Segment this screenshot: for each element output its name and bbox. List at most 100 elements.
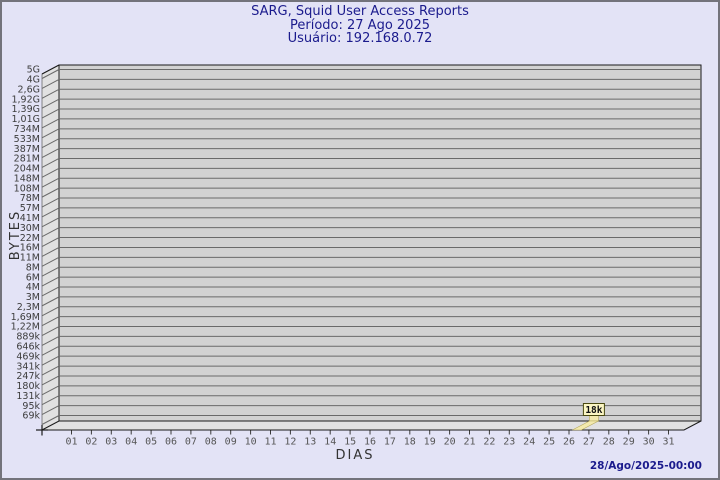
x-tick-label: 17	[384, 437, 396, 448]
y-tick-label: 1,92G	[11, 94, 40, 105]
gridline-wall-segment	[41, 197, 60, 208]
gridline-wall-segment	[41, 69, 60, 79]
x-tick-label: 13	[304, 437, 316, 448]
gridline-wall-segment	[41, 138, 60, 149]
gridline-wall-segment	[41, 296, 60, 307]
x-tick-label: 29	[623, 437, 635, 448]
y-tick-label: 4G	[27, 75, 40, 86]
gridline-wall-segment	[41, 355, 60, 366]
gridline-wall-segment	[41, 345, 60, 356]
y-tick-label: 341k	[16, 361, 40, 372]
x-tick-label: 24	[523, 437, 535, 448]
x-tick-label: 20	[444, 437, 456, 448]
x-tick-label: 07	[185, 437, 197, 448]
y-tick-label: 8M	[26, 262, 40, 273]
y-tick-label: 131k	[16, 391, 40, 402]
gridline-wall-segment	[41, 326, 60, 336]
y-tick-label: 1,22M	[11, 322, 40, 333]
gridline-wall-segment	[41, 227, 60, 238]
y-tick-label: 469k	[16, 351, 40, 362]
y-tick-label: 69k	[22, 411, 40, 422]
y-tick-label: 78M	[20, 193, 40, 204]
y-tick-label: 5G	[27, 65, 40, 76]
x-tick-label: 11	[264, 437, 276, 448]
report-period: Período: 27 Ago 2025	[290, 17, 430, 33]
generation-timestamp: 28/Ago/2025-00:00	[589, 460, 702, 472]
gridline-wall-segment	[41, 335, 60, 346]
y-tick-label: 247k	[16, 371, 40, 382]
x-axis-title: DIAS	[335, 448, 375, 463]
gridline-wall-segment	[41, 276, 60, 287]
y-tick-label: 30M	[20, 223, 40, 234]
y-tick-label: 1,69M	[11, 312, 40, 323]
x-tick-label: 05	[145, 437, 157, 448]
y-tick-label: 11M	[20, 253, 40, 264]
gridline-wall-segment	[41, 385, 60, 396]
gridline-wall-segment	[41, 187, 60, 198]
y-tick-label: 41M	[20, 213, 40, 224]
bar-value-box	[582, 403, 605, 416]
x-tick-label: 23	[503, 437, 515, 448]
x-tick-label: 09	[225, 437, 237, 448]
x-tick-label: 16	[364, 437, 376, 448]
x-tick-label: 04	[125, 437, 137, 448]
gridline-wall-segment	[41, 316, 60, 327]
x-tick-label: 28	[603, 437, 615, 448]
report-title: SARG, Squid User Access Reports	[251, 4, 469, 19]
x-tick-label: 15	[344, 437, 356, 448]
y-tick-label: 57M	[20, 203, 40, 214]
gridline-wall-segment	[41, 256, 60, 267]
x-tick-label: 02	[85, 437, 97, 448]
x-tick-label: 01	[65, 437, 77, 448]
y-tick-label: 6M	[26, 272, 40, 283]
plot-area	[58, 64, 702, 422]
y-tick-label: 533M	[14, 134, 40, 145]
gridline-wall-segment	[41, 306, 60, 317]
gridline-wall-segment	[41, 158, 60, 168]
y-tick-label: 646k	[16, 342, 40, 353]
x-tick-label: 31	[662, 437, 674, 448]
gridline-wall-segment	[41, 118, 60, 129]
x-tick-label: 12	[284, 437, 296, 448]
bar-depth-face	[572, 420, 599, 431]
gridline-wall-segment	[41, 78, 60, 89]
x-tick-label: 19	[424, 437, 436, 448]
y-tick-label: 108M	[14, 183, 40, 194]
gridline-wall-segment	[41, 286, 60, 297]
x-tick-label: 14	[324, 437, 336, 448]
x-tick-label: 27	[583, 437, 595, 448]
y-tick-label: 734M	[14, 124, 40, 135]
x-tick-label: 18	[404, 437, 416, 448]
x-tick-label: 26	[563, 437, 575, 448]
y-tick-label: 1,01G	[11, 114, 40, 125]
x-tick-label: 22	[483, 437, 495, 448]
gridline-wall-segment	[41, 128, 60, 139]
gridline-wall-segment	[41, 365, 60, 376]
gridline-wall-segment	[41, 405, 60, 416]
y-tick-label: 204M	[14, 164, 40, 175]
bar-value-label: 18k	[585, 405, 602, 416]
gridline-wall-segment	[41, 266, 60, 277]
y-tick-label: 3M	[26, 292, 40, 303]
x-tick-label: 30	[643, 437, 655, 448]
gridline-wall-segment	[41, 237, 60, 247]
wall-top-edge	[41, 64, 60, 75]
y-tick-label: 95k	[22, 401, 40, 412]
y-tick-label: 148M	[14, 173, 40, 184]
y-tick-label: 1,39G	[11, 104, 40, 115]
gridline-wall-segment	[41, 177, 60, 188]
gridline-wall-segment	[41, 148, 60, 159]
gridline-wall-segment	[41, 415, 60, 425]
y-tick-label: 2,3M	[17, 302, 40, 313]
gridline-wall-segment	[41, 108, 60, 119]
report-user: Usuário: 192.168.0.72	[287, 31, 433, 46]
bottom-wall	[41, 420, 702, 431]
gridline-wall-segment	[41, 375, 60, 386]
y-tick-label: 16M	[20, 243, 40, 254]
y-tick-label: 4M	[26, 282, 40, 293]
y-tick-label: 387M	[14, 144, 40, 155]
gridline-wall-segment	[41, 207, 60, 218]
gridline-wall-segment	[41, 88, 60, 99]
